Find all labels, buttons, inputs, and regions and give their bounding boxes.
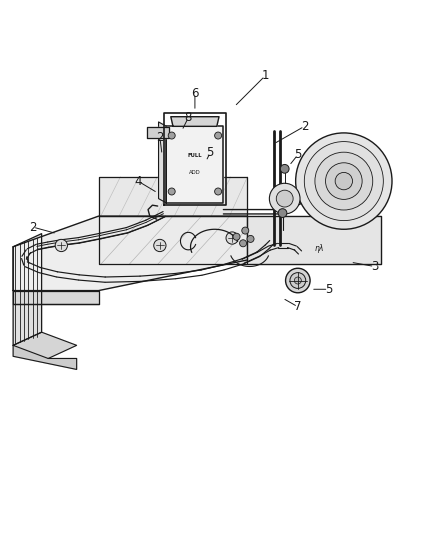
Text: ADD: ADD (189, 170, 201, 175)
Circle shape (280, 165, 289, 173)
Polygon shape (171, 117, 219, 126)
Polygon shape (13, 216, 247, 290)
Circle shape (335, 172, 353, 190)
Circle shape (278, 209, 287, 217)
Circle shape (304, 142, 383, 221)
Text: 6: 6 (191, 87, 199, 100)
Circle shape (276, 190, 293, 207)
Circle shape (215, 132, 222, 139)
Circle shape (240, 240, 247, 247)
Polygon shape (166, 126, 223, 203)
Text: 2: 2 (156, 131, 164, 144)
Text: $\eta\lambda$: $\eta\lambda$ (314, 243, 325, 255)
Circle shape (233, 233, 240, 240)
Text: 5: 5 (207, 146, 214, 159)
Circle shape (325, 163, 362, 199)
Text: 4: 4 (134, 175, 142, 188)
Circle shape (168, 188, 175, 195)
Circle shape (226, 232, 238, 244)
Text: 5: 5 (294, 148, 301, 161)
Polygon shape (13, 345, 77, 369)
Circle shape (294, 277, 301, 284)
Text: 3: 3 (371, 260, 378, 273)
Polygon shape (13, 290, 99, 304)
Circle shape (315, 152, 373, 210)
Text: 7: 7 (294, 300, 302, 313)
Polygon shape (99, 177, 247, 216)
Circle shape (242, 227, 249, 234)
Text: 1: 1 (261, 69, 269, 83)
Text: 5: 5 (325, 283, 332, 296)
Circle shape (168, 132, 175, 139)
Text: 2: 2 (300, 120, 308, 133)
Polygon shape (247, 216, 381, 264)
Circle shape (247, 236, 254, 243)
Text: FULL: FULL (187, 153, 202, 158)
Circle shape (269, 183, 300, 214)
Circle shape (55, 239, 67, 252)
Circle shape (215, 188, 222, 195)
Polygon shape (13, 332, 77, 359)
Text: 2: 2 (29, 221, 37, 233)
Text: 8: 8 (185, 111, 192, 124)
Circle shape (286, 268, 310, 293)
Polygon shape (147, 127, 169, 138)
Circle shape (154, 239, 166, 252)
Circle shape (290, 273, 306, 288)
Circle shape (296, 133, 392, 229)
Polygon shape (99, 216, 381, 264)
Polygon shape (13, 233, 42, 345)
Polygon shape (159, 122, 166, 203)
